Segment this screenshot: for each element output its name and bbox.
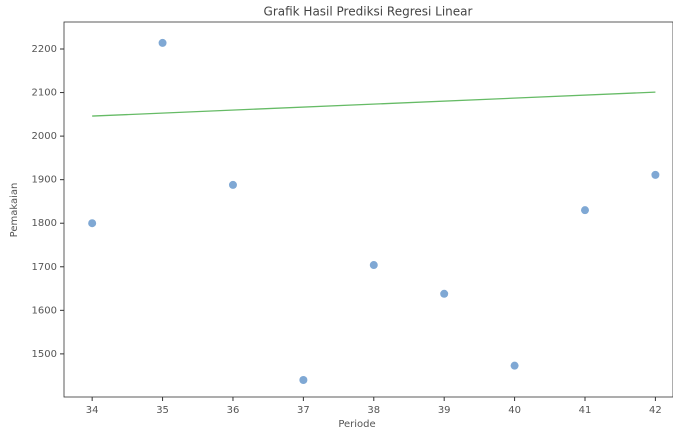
plot-frame <box>63 21 673 398</box>
y-axis-label: Pemakaian <box>9 183 20 238</box>
x-tick-label: 35 <box>156 405 169 416</box>
data-point <box>299 376 308 385</box>
x-axis-label: Periode <box>338 419 375 430</box>
y-tick-label: 2100 <box>32 88 57 99</box>
chart-title: Grafik Hasil Prediksi Regresi Linear <box>264 5 473 19</box>
x-tick-label: 36 <box>227 405 240 416</box>
x-tick-label: 39 <box>438 405 451 416</box>
data-point <box>369 261 378 270</box>
x-tick-label: 41 <box>579 405 592 416</box>
x-tick-label: 37 <box>297 405 310 416</box>
x-tick-label: 40 <box>508 405 521 416</box>
x-tick-label: 42 <box>649 405 662 416</box>
data-point <box>510 361 519 370</box>
data-point <box>228 180 237 189</box>
y-tick-label: 2200 <box>32 44 57 55</box>
x-tick-label: 38 <box>367 405 380 416</box>
data-point <box>88 219 97 228</box>
x-tick-label: 34 <box>86 405 99 416</box>
regression-line <box>92 91 656 117</box>
data-point <box>651 170 660 179</box>
data-point <box>580 206 589 215</box>
data-point <box>158 38 167 47</box>
y-tick-label: 1800 <box>32 218 57 229</box>
y-tick-label: 1700 <box>32 262 57 273</box>
y-tick-label: 1900 <box>32 175 57 186</box>
y-tick-label: 2000 <box>32 131 57 142</box>
y-tick-label: 1500 <box>32 349 57 360</box>
y-tick-label: 1600 <box>32 305 57 316</box>
data-point <box>440 289 449 298</box>
